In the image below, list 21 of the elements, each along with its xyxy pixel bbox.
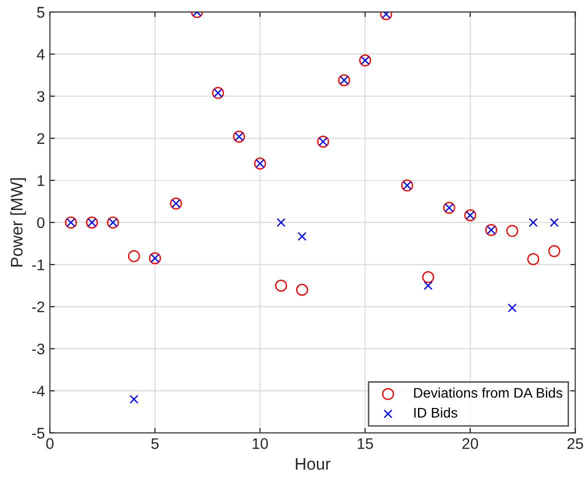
y-tick-label: 2 xyxy=(37,133,44,144)
x-tick-label: 25 xyxy=(568,438,584,449)
y-tick-label: 3 xyxy=(37,91,44,102)
x-tick-label: 20 xyxy=(462,438,478,449)
x-tick-label: 0 xyxy=(46,438,54,449)
x-tick-label: 10 xyxy=(252,438,268,449)
y-tick-label: -3 xyxy=(32,344,44,354)
y-tick-label: -2 xyxy=(32,302,44,312)
y-tick-label: 4 xyxy=(36,49,45,60)
y-tick-label: 5 xyxy=(37,7,44,18)
legend-label: Deviations from DA Bids xyxy=(414,388,562,398)
y-tick-label: -4 xyxy=(32,386,45,396)
x-axis-title: Hour xyxy=(296,458,330,470)
x-tick-label: 15 xyxy=(358,438,373,449)
y-axis-title: Power [MW] xyxy=(10,178,26,266)
legend-label: ID Bids xyxy=(414,407,458,418)
y-tick-label: 0 xyxy=(37,217,44,228)
y-tick-label: -5 xyxy=(32,428,44,439)
y-tick-label: -1 xyxy=(32,260,44,270)
x-tick-label: 5 xyxy=(151,438,159,449)
y-tick-label: 1 xyxy=(38,175,44,186)
